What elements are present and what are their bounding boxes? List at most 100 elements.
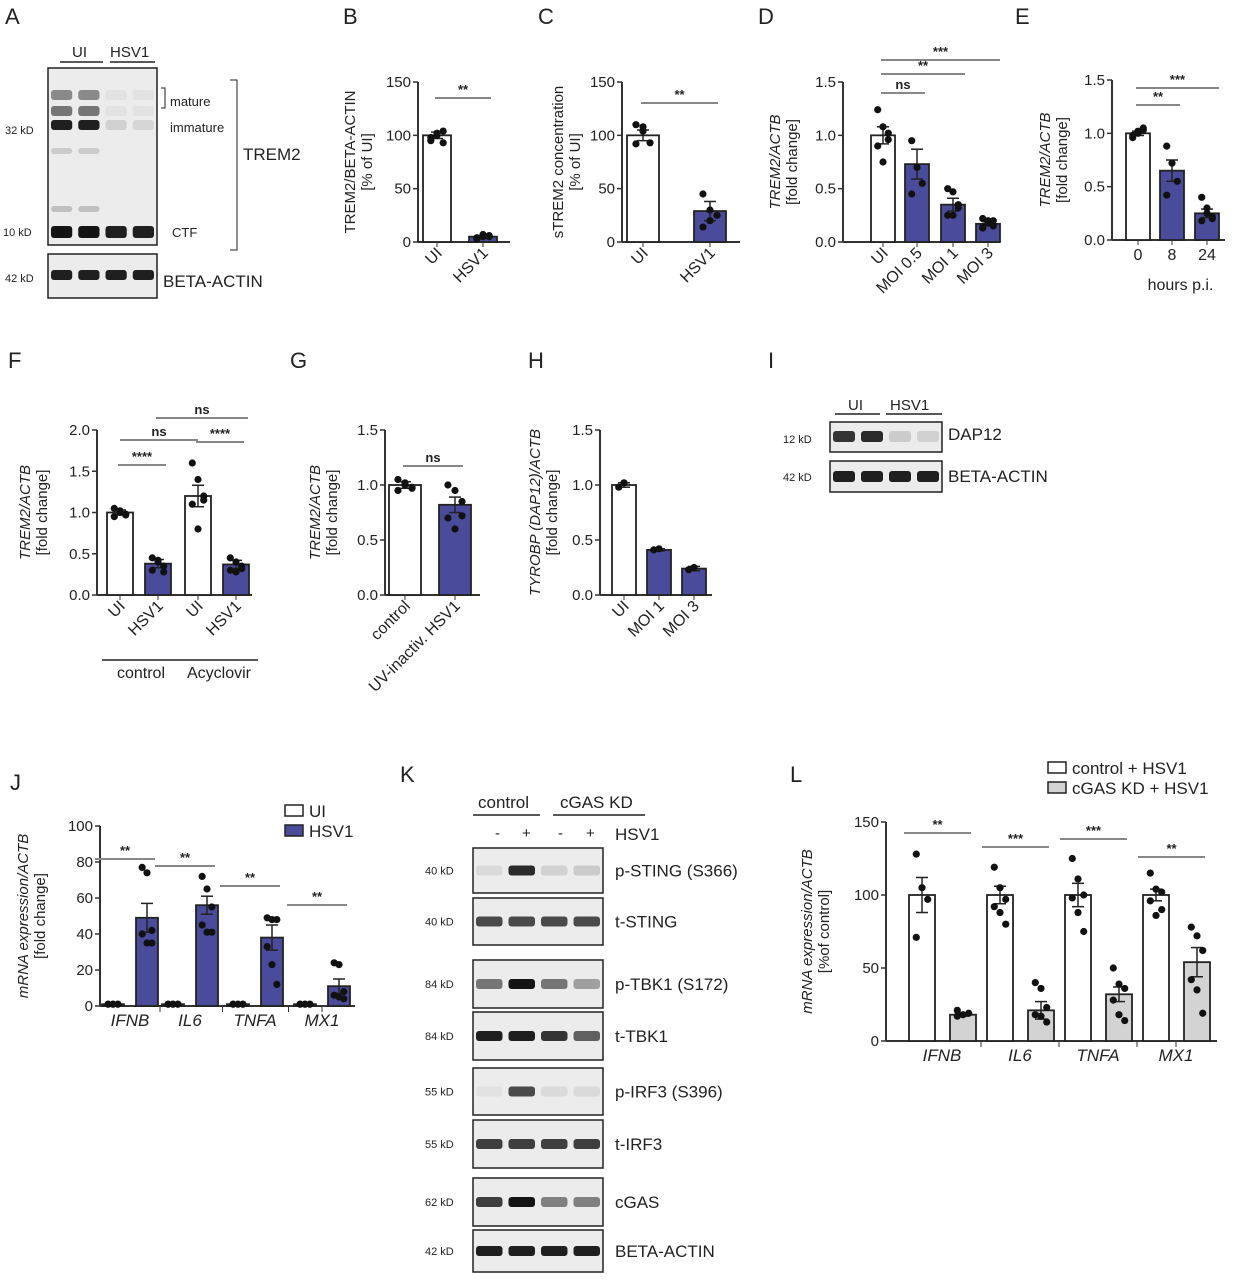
data-point: [1146, 869, 1154, 877]
data-point: [394, 475, 402, 484]
marker-label: 84 kD: [425, 1031, 454, 1043]
y-axis-label: mRNA expression/ACTB: [15, 834, 32, 999]
y-axis-label: TYROBP (DAP12)/ACTB: [527, 429, 544, 596]
data-point: [188, 459, 196, 467]
data-point: [918, 179, 926, 187]
significance-label: ns: [895, 77, 910, 92]
y-tick-label: 50: [394, 181, 411, 198]
data-point: [116, 507, 124, 515]
significance-label: **: [932, 817, 943, 832]
data-point: [1115, 1011, 1123, 1019]
data-point: [232, 568, 240, 576]
significance-label: **: [458, 82, 469, 97]
data-point: [965, 1009, 973, 1017]
x-tick-label: HSV1: [450, 245, 492, 287]
data-point: [1031, 1011, 1039, 1019]
significance-label: ***: [1086, 823, 1102, 838]
data-point: [944, 211, 952, 219]
data-point: [949, 211, 957, 219]
data-point: [1146, 897, 1154, 905]
blot-band: [78, 106, 100, 116]
blot-band: [51, 148, 73, 154]
data-point: [268, 961, 276, 969]
data-point: [458, 512, 466, 520]
bar: [1159, 169, 1185, 241]
data-point: [1198, 193, 1206, 201]
data-point: [1168, 159, 1176, 167]
blot-band: [508, 916, 535, 927]
data-point: [953, 1012, 961, 1020]
significance-label: ****: [132, 449, 153, 464]
treatment-sign: -: [495, 825, 500, 842]
bar: [646, 549, 672, 596]
significance-label: ***: [1170, 72, 1186, 87]
y-tick-label: 20: [76, 962, 93, 979]
x-tick-label: IFNB: [923, 1046, 962, 1065]
blot-band: [541, 1086, 568, 1097]
data-point: [1109, 996, 1117, 1004]
blot-band: [476, 1197, 503, 1207]
data-point: [1198, 217, 1206, 225]
data-point: [908, 137, 916, 145]
bar: [106, 511, 134, 596]
bar: [422, 134, 452, 243]
chart-panel-h: 0.0 0.5 1.0 1.5 TYROBP (DAP12)/ACTB [fold cha…: [527, 422, 712, 641]
marker-42kd: 42 kD: [5, 273, 34, 285]
data-point: [908, 190, 916, 198]
data-point: [232, 558, 240, 566]
data-point: [1163, 142, 1171, 150]
data-point: [1134, 129, 1142, 137]
y-tick-label: 0: [607, 234, 615, 251]
data-point: [340, 995, 348, 1003]
blot-band: [78, 226, 100, 238]
data-point: [226, 554, 234, 562]
blot-band: [541, 865, 568, 876]
data-point: [198, 872, 206, 881]
data-point: [1121, 1016, 1129, 1025]
row-label-dap12: DAP12: [948, 425, 1002, 444]
data-point: [194, 525, 202, 533]
data-point: [615, 483, 623, 491]
row-label: p-IRF3 (S396): [615, 1083, 723, 1102]
y-axis-label: [fold change]: [1054, 117, 1071, 203]
y-tick-label: 0.0: [357, 587, 378, 604]
data-point: [433, 129, 441, 137]
data-point: [485, 233, 493, 241]
x-tick-label: UI: [609, 598, 632, 621]
data-point: [713, 211, 721, 219]
blot-band: [541, 1139, 568, 1149]
data-point: [110, 504, 118, 512]
y-tick-label: 40: [76, 926, 93, 943]
data-point: [1037, 984, 1045, 993]
y-tick-label: 100: [68, 818, 93, 835]
y-tick-label: 150: [590, 74, 615, 91]
y-tick-label: 2.0: [69, 422, 90, 439]
y-tick-label: 100: [386, 127, 411, 144]
marker-42kd: 42 kD: [783, 472, 812, 484]
group-label-control: control: [478, 793, 529, 812]
data-point: [699, 223, 707, 231]
data-point: [1187, 923, 1195, 931]
data-point: [335, 961, 343, 969]
x-tick-label: control: [368, 598, 414, 644]
y-tick-label: 1.5: [357, 422, 378, 439]
blot-band: [78, 148, 100, 154]
y-axis-label: [fold change]: [544, 470, 561, 556]
blot-band: [833, 471, 855, 482]
data-point: [874, 142, 882, 150]
blot-band: [105, 120, 127, 130]
x-tick-label: MOI 1: [919, 245, 962, 288]
treatment-sign: -: [558, 825, 563, 842]
y-tick-label: 1.0: [69, 505, 90, 522]
data-point: [394, 486, 402, 495]
y-tick-label: 60: [76, 890, 93, 907]
x-tick-label: TNFA: [1076, 1046, 1119, 1065]
row-label: t-TBK1: [615, 1027, 668, 1046]
y-tick-label: 1.0: [357, 477, 378, 494]
y-tick-label: 0.5: [815, 181, 836, 198]
marker-label: 42 kD: [425, 1246, 454, 1258]
y-tick-label: 0.0: [815, 234, 836, 251]
x-tick-label: UV-inactiv. HSV1: [366, 598, 464, 696]
significance-label: ****: [210, 426, 231, 441]
x-tick-label: HSV1: [203, 598, 245, 640]
